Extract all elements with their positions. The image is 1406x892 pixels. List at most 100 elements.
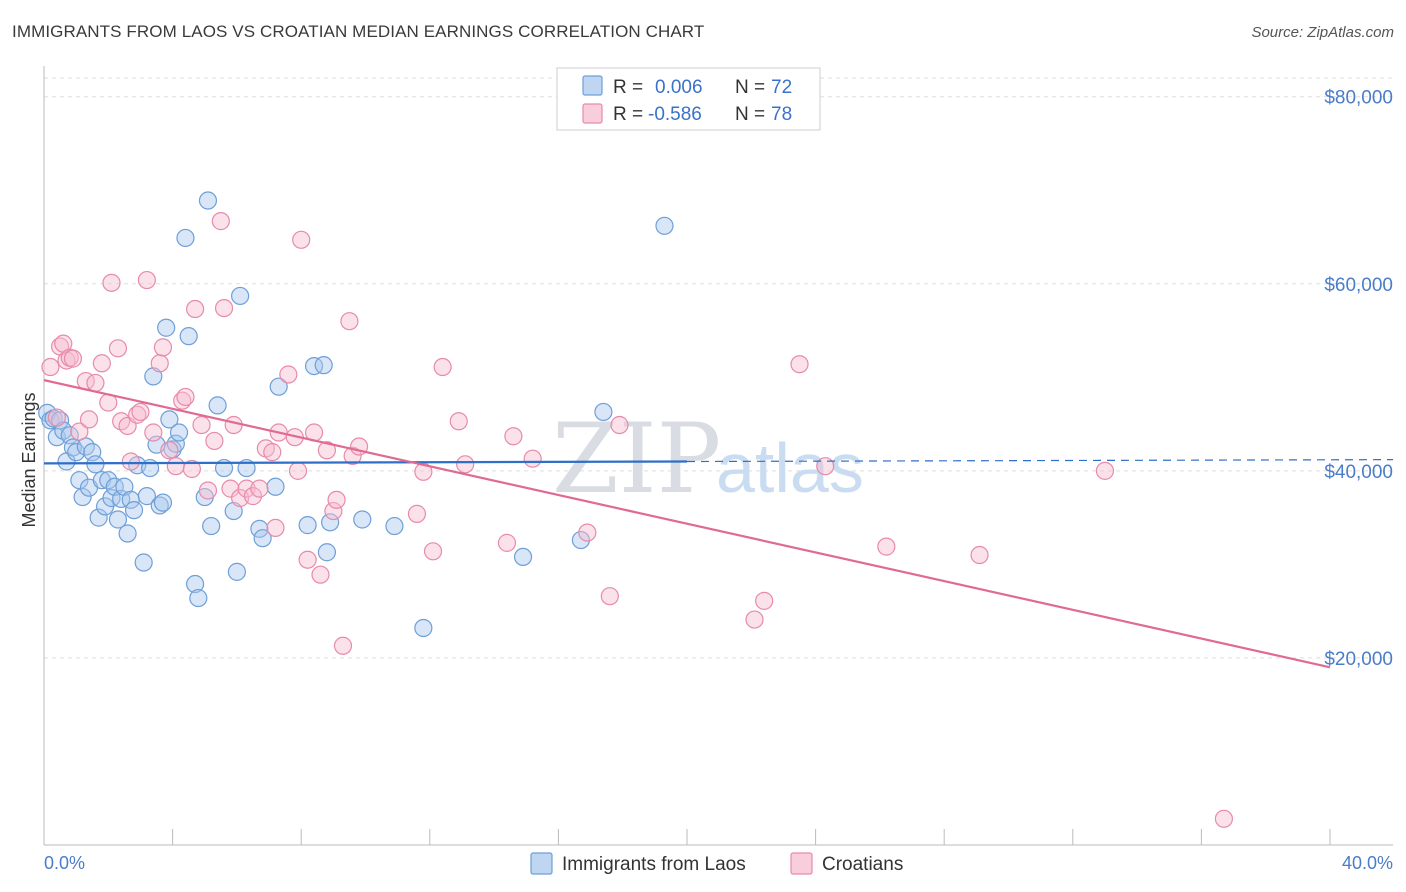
laos-point <box>150 496 169 515</box>
croatian-point <box>63 349 83 368</box>
croatian-point <box>79 410 99 429</box>
croatian-point <box>745 610 764 629</box>
laos-point <box>166 434 185 453</box>
laos-trend-line <box>43 460 688 465</box>
croatian-trend-line <box>43 379 1331 669</box>
chart-title: IMMIGRANTS FROM LAOS VS CROATIAN MEDIAN … <box>12 22 705 41</box>
laos-point <box>202 516 221 536</box>
laos-point <box>198 191 218 210</box>
laos-point <box>385 516 404 536</box>
croatian-point <box>311 565 330 584</box>
laos-point <box>157 318 176 337</box>
croatian-point <box>497 533 517 552</box>
x-tick-label-min: 0.0% <box>44 853 85 873</box>
croatian-point <box>292 230 311 249</box>
legend-n-value-laos: 72 <box>771 77 792 98</box>
watermark-zip: ZIP <box>552 403 721 515</box>
laos-point <box>137 487 156 506</box>
y-tick-label: $40,000 <box>1324 462 1393 483</box>
croatian-point <box>298 550 317 569</box>
croatian-point <box>449 412 468 431</box>
legend-r-label-laos: R = <box>613 77 643 98</box>
croatian-point <box>266 518 285 538</box>
croatian-point <box>243 487 263 506</box>
croatian-point <box>221 479 240 498</box>
laos-point <box>108 510 128 529</box>
chart-source: Source: ZipAtlas.com <box>1251 24 1394 41</box>
laos-point <box>160 410 179 429</box>
croatian-point <box>816 457 835 476</box>
croatian-point <box>600 587 619 606</box>
laos-point <box>513 547 533 567</box>
croatian-point <box>877 537 896 556</box>
croatian-point <box>523 449 542 468</box>
laos-point <box>102 488 121 508</box>
croatian-point <box>121 452 140 471</box>
croatian-point <box>1214 809 1234 828</box>
croatian-point <box>108 339 128 358</box>
croatian-point <box>137 270 156 290</box>
croatian-point <box>224 415 243 435</box>
croatian-point <box>279 365 298 384</box>
bottom-legend: Immigrants from Laos Croatians <box>530 852 903 875</box>
laos-point <box>176 228 195 248</box>
croatian-point <box>70 422 89 441</box>
laos-point <box>304 356 324 376</box>
legend-n-label-laos: N = <box>735 77 765 98</box>
x-tick-label-max: 40.0% <box>1342 853 1393 873</box>
croatian-point <box>250 479 269 498</box>
croatian-point <box>92 354 111 373</box>
laos-point <box>179 327 198 346</box>
laos-point <box>189 588 208 608</box>
croatian-point <box>198 481 218 500</box>
croatian-point <box>456 455 475 474</box>
croatian-point <box>102 273 121 292</box>
laos-point <box>67 443 86 462</box>
croatian-point <box>578 523 597 542</box>
laos-point <box>298 516 317 535</box>
croatian-point <box>176 387 195 407</box>
croatian-point <box>755 591 774 610</box>
croatian-point <box>160 441 179 460</box>
laos-point <box>253 529 272 548</box>
y-tick-label: $80,000 <box>1324 88 1393 109</box>
y-tick-label: $60,000 <box>1324 275 1393 296</box>
legend-n-label-croatian: N = <box>735 104 765 125</box>
laos-point <box>321 513 340 532</box>
croatian-point <box>343 446 362 465</box>
laos-point <box>73 487 92 507</box>
laos-point <box>169 423 189 442</box>
croatian-point <box>317 441 337 460</box>
croatian-point <box>86 373 105 393</box>
croatian-point <box>57 351 76 370</box>
laos-point <box>353 510 372 529</box>
laos-point <box>134 553 153 572</box>
croatian-point <box>263 443 282 462</box>
laos-point <box>414 618 433 638</box>
croatian-point <box>333 636 353 655</box>
croatian-point <box>433 357 452 377</box>
laos-trend-line-extension <box>686 459 1394 463</box>
laos-point <box>118 524 137 543</box>
legend-n-value-croatian: 78 <box>771 104 792 125</box>
croatian-point <box>324 501 343 521</box>
croatian-point <box>970 545 989 565</box>
laos-point <box>655 216 674 235</box>
laos-point <box>314 356 333 375</box>
croatian-point <box>192 415 211 435</box>
croatian-point <box>144 423 163 442</box>
laos-point <box>208 396 227 415</box>
croatian-point <box>205 431 224 451</box>
bottom-legend-swatch-croatian <box>790 852 813 875</box>
y-axis-label: Median Earnings <box>19 392 39 527</box>
bottom-legend-label-laos: Immigrants from Laos <box>562 854 746 875</box>
croatian-point <box>288 461 308 480</box>
laos-point <box>317 543 337 562</box>
bottom-legend-label-croatian: Croatians <box>822 854 903 875</box>
laos-point <box>186 574 205 594</box>
croatian-point <box>423 542 443 561</box>
laos-point <box>144 367 163 386</box>
axis-layer: $20,000 $40,000 $60,000 $80,000 <box>43 66 1393 846</box>
croatian-point <box>182 459 201 479</box>
laos-point <box>124 501 144 520</box>
